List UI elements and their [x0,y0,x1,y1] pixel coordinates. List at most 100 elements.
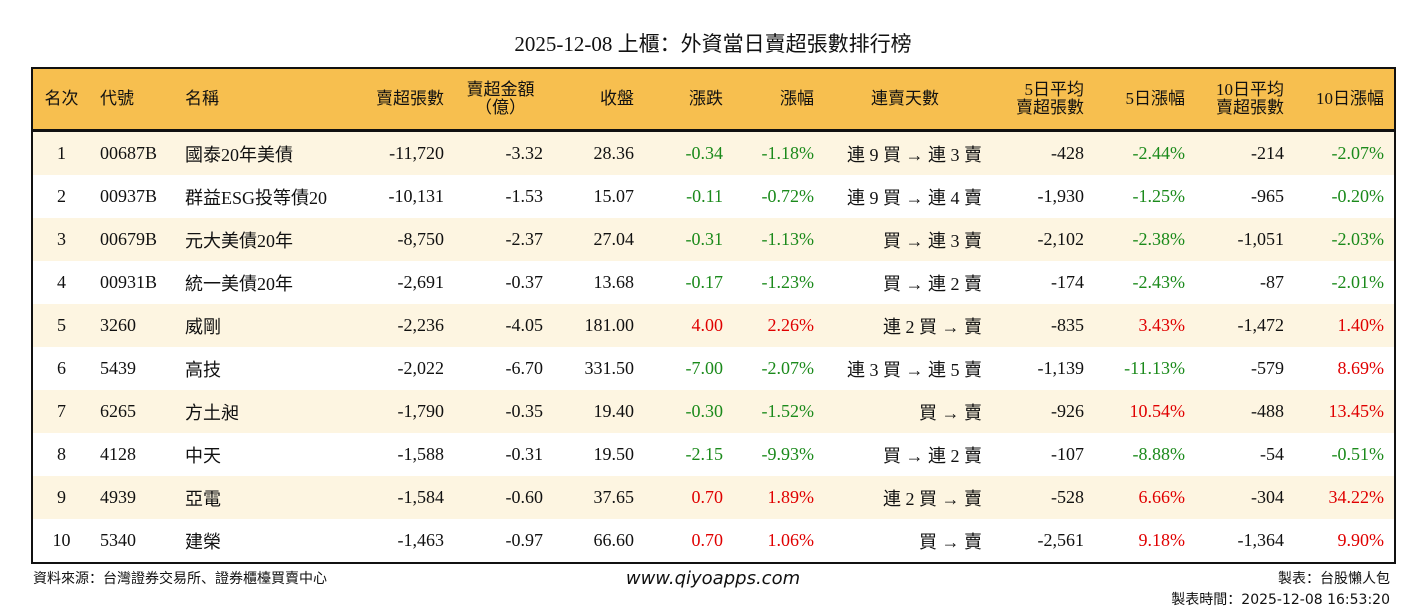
cell-pct5: -11.13% [1124,358,1185,378]
header-avg5-line1: 5日平均 [1024,80,1085,99]
cell-streak: 連 3 買 → 連 5 賣 [847,359,982,380]
cell-streak: 連 2 買 → 賣 [824,304,992,347]
cell-change: -0.34 [644,130,733,175]
cell-pct: 1.06% [767,530,815,550]
cell-pct: 2.26% [733,304,824,347]
cell-rank: 3 [32,218,96,261]
cell-avg10: -304 [1195,476,1294,519]
cell-sell: -1,790 [356,390,454,433]
cell-avg10: -579 [1251,358,1284,378]
cell-pct10: 1.40% [1294,304,1395,347]
cell-close: 37.65 [553,476,644,519]
header-rank: 名次 [32,68,96,132]
header-pct10: 10日漲幅 [1294,68,1395,132]
cell-rank: 8 [57,444,66,464]
header-row: 名次 代號 名稱 賣超張數 賣超金額 （億） 收盤 漲跌 漲幅 連賣天數 5日平均… [32,68,1395,132]
cell-name: 國泰20年美債 [181,130,356,175]
cell-pct5: -1.25% [1132,186,1186,206]
cell-rank: 6 [57,358,66,378]
header-code: 代號 [96,68,181,132]
cell-streak: 買 → 連 2 賣 [883,445,982,466]
cell-code: 5340 [100,530,136,550]
cell-pct10: -2.07% [1294,130,1395,175]
cell-rank: 4 [57,272,66,292]
table-row: 9 4939 亞電 -1,584 -0.60 37.65 0.70 1.89% 連 2 買 → … [32,476,1395,519]
cell-close: 19.50 [593,444,635,464]
cell-pct: -1.52% [733,390,824,433]
cell-name: 建榮 [185,531,221,552]
cell-avg5: -528 [992,476,1094,519]
cell-code: 00937B [100,186,158,206]
cell-pct10: -2.03% [1294,218,1395,261]
cell-streak: 連 2 買 → 賣 [824,476,992,519]
cell-sell: -2,691 [397,272,445,292]
website-url: www.qiyoapps.com [625,568,801,589]
cell-change: 0.70 [691,530,724,550]
cell-name: 群益ESG投等債20 [185,187,328,208]
cell-pct10: 9.90% [1337,530,1385,550]
table-row: 3 00679B 元大美債20年 -8,750 -2.37 27.04 -0.31 -1.13… [32,218,1395,261]
source-note: 資料來源：台灣證券交易所、證券櫃檯買賣中心 [33,571,327,587]
table-row: 6 5439 高技 -2,022 -6.70 331.50 -7.00 -2.07% 連 3 買… [32,347,1395,390]
cell-streak: 買 → 賣 [824,390,992,433]
cell-pct5: 9.18% [1138,530,1186,550]
cell-pct5: 6.66% [1094,476,1195,519]
cell-sell: -2,236 [356,304,454,347]
cell-pct: 1.89% [733,476,824,519]
cell-avg10: -488 [1195,390,1294,433]
cell-avg5: -107 [1051,444,1084,464]
cell-avg5: -926 [992,390,1094,433]
cell-amount: -3.32 [454,130,553,175]
cell-rank: 5 [32,304,96,347]
cell-amount: -0.97 [505,530,544,550]
cell-amount: -6.70 [505,358,544,378]
cell-pct: -1.18% [733,130,824,175]
ranking-table: 名次 代號 名稱 賣超張數 賣超金額 （億） 收盤 漲跌 漲幅 連賣天數 5日平均… [31,67,1396,564]
cell-rank: 2 [57,186,66,206]
cell-code: 3260 [96,304,181,347]
header-avg5: 5日平均 賣超張數 [992,68,1094,132]
cell-amount: -0.35 [454,390,553,433]
cell-name: 方土昶 [181,390,356,433]
cell-streak: 連 9 買 → 連 3 賣 [824,130,992,175]
cell-amount: -4.05 [454,304,553,347]
cell-streak: 買 → 連 3 賣 [824,218,992,261]
cell-sell: -11,720 [356,130,454,175]
header-avg10-line2: 賣超張數 [1216,98,1284,117]
cell-rank: 9 [32,476,96,519]
cell-name: 中天 [185,445,221,466]
table-row: 10 5340 建榮 -1,463 -0.97 66.60 0.70 1.06% 買 → 賣 -2… [32,519,1395,563]
cell-close: 181.00 [553,304,644,347]
table-row: 1 00687B 國泰20年美債 -11,720 -3.32 28.36 -0.34 -1.1… [32,130,1395,175]
cell-change: -2.15 [685,444,724,464]
cell-avg10: -214 [1195,130,1294,175]
cell-code: 5439 [100,358,136,378]
cell-code: 00679B [96,218,181,261]
cell-pct: -0.72% [761,186,815,206]
cell-avg5: -174 [1051,272,1084,292]
cell-pct10: -0.20% [1331,186,1385,206]
cell-streak: 買 → 賣 [919,531,982,552]
cell-avg10: -1,472 [1195,304,1294,347]
header-amount-line1: 賣超金額 [466,80,535,99]
cell-rank: 10 [52,530,71,550]
header-close: 收盤 [553,68,644,132]
table-row: 8 4128 中天 -1,588 -0.31 19.50 -2.15 -9.93% 買 → 連 … [32,433,1395,476]
header-avg10: 10日平均 賣超張數 [1195,68,1294,132]
cell-pct: -1.13% [733,218,824,261]
cell-rank: 7 [32,390,96,433]
cell-streak: 買 → 連 2 賣 [883,273,982,294]
cell-avg10: -87 [1260,272,1284,292]
cell-name: 統一美債20年 [185,273,293,294]
cell-avg10: -1,364 [1237,530,1285,550]
cell-code: 6265 [96,390,181,433]
cell-pct5: 10.54% [1094,390,1195,433]
cell-streak: 連 9 買 → 連 4 賣 [847,187,982,208]
cell-avg5: -2,102 [992,218,1094,261]
table-row: 7 6265 方土昶 -1,790 -0.35 19.40 -0.30 -1.52% 買 → 賣… [32,390,1395,433]
cell-pct5: 3.43% [1094,304,1195,347]
cell-close: 66.60 [593,530,635,550]
cell-code: 00687B [96,130,181,175]
cell-pct: -1.23% [761,272,815,292]
cell-sell: -10,131 [388,186,445,206]
